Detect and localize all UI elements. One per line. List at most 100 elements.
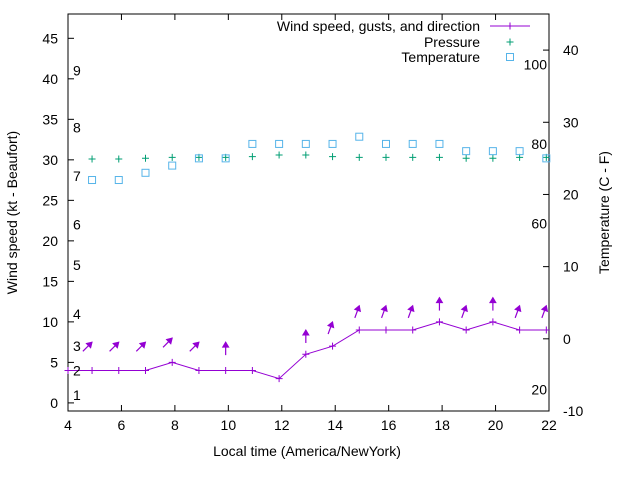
wind-direction-arrow xyxy=(135,341,147,352)
temperature-point xyxy=(194,154,203,163)
beaufort-label: 7 xyxy=(73,168,81,184)
x-tick-label: 10 xyxy=(221,417,237,433)
temperature-point xyxy=(542,154,551,163)
wind-direction-arrow xyxy=(162,337,173,348)
x-tick-label: 4 xyxy=(64,417,72,433)
pressure-point xyxy=(168,153,176,161)
wind-speed-point xyxy=(355,326,363,334)
temperature-point xyxy=(221,154,230,163)
y-tick-label: 15 xyxy=(42,273,58,289)
wind-speed-point xyxy=(248,366,256,374)
wind-speed-line xyxy=(68,321,547,380)
wind-arrow-head xyxy=(301,329,310,336)
wind-speed-point xyxy=(88,366,96,374)
pressure-point xyxy=(248,153,256,161)
wind-arrow-head xyxy=(192,341,200,349)
wind-direction-arrow xyxy=(514,304,522,319)
series-layer xyxy=(64,22,551,383)
y2-tick-label: 20 xyxy=(563,186,579,202)
wind-direction-arrow xyxy=(327,320,335,335)
plot-area xyxy=(67,13,550,412)
y-tick-label: 30 xyxy=(42,152,58,168)
x-tick-label: 14 xyxy=(327,417,343,433)
temperature-point xyxy=(381,139,390,148)
beaufort-label: 3 xyxy=(73,338,81,354)
wind-arrow-head xyxy=(460,304,468,313)
wind-speed-point xyxy=(462,326,470,334)
legend-marker-pressure xyxy=(506,38,514,46)
wind-speed-point xyxy=(489,318,497,326)
wind-speed-point xyxy=(302,350,310,358)
x-tick-label: 22 xyxy=(541,417,557,433)
y2-axis-title: Temperature (C - F) xyxy=(596,151,612,274)
y-tick-label: 20 xyxy=(42,233,58,249)
pressure-point xyxy=(329,153,337,161)
wind-arrow-head xyxy=(435,296,444,304)
wind-direction-arrow xyxy=(109,341,120,352)
beaufort-label: 8 xyxy=(73,119,81,135)
legend-label-pressure: Pressure xyxy=(424,34,480,50)
legend-label-temperature: Temperature xyxy=(401,49,480,65)
pressure-point xyxy=(382,153,390,161)
pressure-point xyxy=(435,153,443,161)
wind-speed-point xyxy=(275,375,283,383)
y-tick-label: 0 xyxy=(50,395,58,411)
text-layer: 4 6 8 10 12 14 16 18 20 22051015202530354045-1001… xyxy=(4,18,612,459)
beaufort-label: 5 xyxy=(73,257,81,273)
wind-arrow-head xyxy=(221,341,230,348)
y-axis-title: Wind speed (kt - Beaufort) xyxy=(4,131,20,294)
pressure-point xyxy=(88,155,96,163)
wind-speed-point xyxy=(409,326,417,334)
beaufort-label: 1 xyxy=(73,387,81,403)
pressure-point xyxy=(409,153,417,161)
x-tick-label: 12 xyxy=(274,417,290,433)
wind-direction-arrow xyxy=(488,296,497,311)
wind-arrow-head xyxy=(165,337,173,345)
wind-speed-point xyxy=(141,366,149,374)
x-tick-label: 8 xyxy=(171,417,179,433)
wind-speed-point xyxy=(115,366,123,374)
temperature-point xyxy=(355,132,364,141)
temperature-point xyxy=(114,176,123,185)
wind-direction-arrow xyxy=(189,341,200,352)
temperature-point xyxy=(408,139,417,148)
wind-speed-point xyxy=(195,366,203,374)
wind-arrow-head xyxy=(85,341,93,349)
wind-speed-point xyxy=(329,342,337,350)
temperature-point xyxy=(168,161,177,170)
wind-arrow-head xyxy=(514,304,522,313)
x-axis-title: Local time (America/NewYork) xyxy=(213,443,401,459)
temperature-point xyxy=(462,147,471,156)
pressure-point xyxy=(141,154,149,162)
wind-arrow-head xyxy=(327,320,335,329)
beaufort-label: 9 xyxy=(73,63,81,79)
y2-tick-label: -10 xyxy=(563,403,583,419)
pressure-point xyxy=(275,151,283,159)
pressure-point xyxy=(355,153,363,161)
plot-frame xyxy=(67,13,550,412)
fahrenheit-label: 20 xyxy=(531,381,547,397)
pressure-point xyxy=(302,151,310,159)
wind-direction-arrow xyxy=(435,296,444,311)
pressure-point xyxy=(489,154,497,162)
y-tick-label: 45 xyxy=(42,30,58,46)
legend-marker-wind xyxy=(506,22,514,30)
wind-direction-arrow xyxy=(460,304,468,319)
y-tick-label: 5 xyxy=(50,354,58,370)
y-tick-label: 25 xyxy=(42,192,58,208)
y2-tick-label: 10 xyxy=(563,259,579,275)
temperature-point xyxy=(248,139,257,148)
temperature-point xyxy=(435,139,444,148)
wind-speed-point xyxy=(64,366,72,374)
legend-label-wind: Wind speed, gusts, and direction xyxy=(277,18,480,34)
wind-direction-arrow xyxy=(380,304,388,319)
y2-tick-label: 0 xyxy=(563,331,571,347)
wind-arrow-head xyxy=(112,341,120,349)
temperature-point xyxy=(328,139,337,148)
x-tick-label: 18 xyxy=(434,417,450,433)
wind-arrow-head xyxy=(380,304,388,313)
x-tick-label: 16 xyxy=(381,417,397,433)
wind-speed-point xyxy=(435,318,443,326)
y-tick-label: 10 xyxy=(42,314,58,330)
